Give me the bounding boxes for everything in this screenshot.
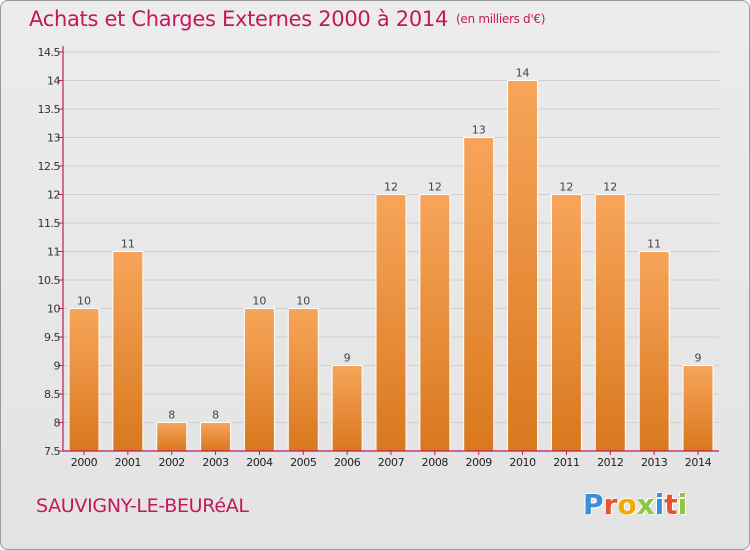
value-label-2008: 12 <box>428 181 442 194</box>
x-tick-label-2008: 2008 <box>422 456 449 469</box>
bar-2013 <box>638 251 670 452</box>
bar-2004 <box>243 308 275 452</box>
x-tick-label-2013: 2013 <box>641 456 668 469</box>
chart-title-text: Achats et Charges Externes 2000 à 2014 <box>29 7 449 31</box>
value-label-2012: 12 <box>603 181 617 194</box>
x-tick-label-2009: 2009 <box>466 456 493 469</box>
bar-2014 <box>682 365 714 452</box>
x-tick-label-2005: 2005 <box>290 456 317 469</box>
x-tick-label-2006: 2006 <box>334 456 361 469</box>
bar-2001 <box>112 251 144 452</box>
value-label-2006: 9 <box>344 352 351 365</box>
value-label-2011: 12 <box>559 181 573 194</box>
y-tick-label: 14.5 <box>38 46 61 59</box>
x-tick-label-2001: 2001 <box>115 456 141 469</box>
bar-2002 <box>156 422 188 452</box>
proxiti-logo[interactable]: Proxiti <box>583 488 687 521</box>
y-tick-label: 12.5 <box>38 160 61 173</box>
labels: 7.5 8 8.5 9 9.5 10 10.5 11 11.5 12 12.5 13 13.5 14 14.… <box>38 46 712 469</box>
value-label-2000: 10 <box>77 295 91 308</box>
y-tick-label: 11.5 <box>38 217 61 230</box>
chart-subtitle: (en milliers d'€) <box>456 12 546 26</box>
y-tick-label: 8 <box>54 417 61 430</box>
logo-letter-3: x <box>636 488 655 521</box>
bars <box>68 80 714 452</box>
y-tick-label: 11 <box>47 246 60 259</box>
commune-name: SAUVIGNY-LE-BEURéAL <box>36 495 249 517</box>
bar-2009 <box>463 137 495 452</box>
bar-2012 <box>594 194 626 452</box>
value-label-2007: 12 <box>384 181 398 194</box>
logo-letter-2: o <box>617 488 637 521</box>
value-label-2013: 11 <box>647 238 661 251</box>
logo-letter-5: t <box>664 488 678 521</box>
bar-2000 <box>68 308 100 452</box>
y-tick-label: 13 <box>47 132 60 145</box>
bar-2006 <box>331 365 363 452</box>
y-tick-label: 7.5 <box>44 445 60 458</box>
value-label-2001: 11 <box>121 238 135 251</box>
x-tick-label-2002: 2002 <box>159 456 185 469</box>
value-label-2004: 10 <box>252 295 266 308</box>
logo-letter-6: i <box>677 488 688 521</box>
axes <box>58 46 719 455</box>
value-label-2005: 10 <box>296 295 310 308</box>
y-tick-label: 14 <box>47 75 60 88</box>
y-tick-label: 9 <box>54 360 61 373</box>
logo-letter-4: i <box>654 488 665 521</box>
x-tick-label-2003: 2003 <box>202 456 229 469</box>
bar-2011 <box>550 194 582 452</box>
bar-2010 <box>507 80 539 452</box>
y-tick-label: 8.5 <box>44 388 60 401</box>
logo-letter-1: r <box>603 488 618 521</box>
bar-2005 <box>287 308 319 452</box>
bar-2008 <box>419 194 451 452</box>
x-tick-label-2000: 2000 <box>71 456 98 469</box>
x-tick-label-2012: 2012 <box>597 456 623 469</box>
x-tick-label-2011: 2011 <box>553 456 579 469</box>
y-tick-label: 12 <box>47 189 60 202</box>
y-tick-label: 13.5 <box>38 103 61 116</box>
value-label-2003: 8 <box>212 409 219 422</box>
x-tick-label-2004: 2004 <box>246 456 273 469</box>
bar-2007 <box>375 194 407 452</box>
y-tick-label: 10.5 <box>38 274 61 287</box>
x-tick-label-2010: 2010 <box>509 456 536 469</box>
value-label-2009: 13 <box>472 124 486 137</box>
value-label-2010: 14 <box>516 67 530 80</box>
x-tick-label-2014: 2014 <box>685 456 712 469</box>
bar-2003 <box>200 422 232 452</box>
logo-letter-0: P <box>583 488 604 521</box>
x-tick-label-2007: 2007 <box>378 456 405 469</box>
value-label-2002: 8 <box>168 409 175 422</box>
y-tick-label: 10 <box>47 303 60 316</box>
y-tick-label: 9.5 <box>44 331 60 344</box>
value-label-2014: 9 <box>695 352 702 365</box>
chart-title: Achats et Charges Externes 2000 à 2014 (e… <box>29 7 545 31</box>
